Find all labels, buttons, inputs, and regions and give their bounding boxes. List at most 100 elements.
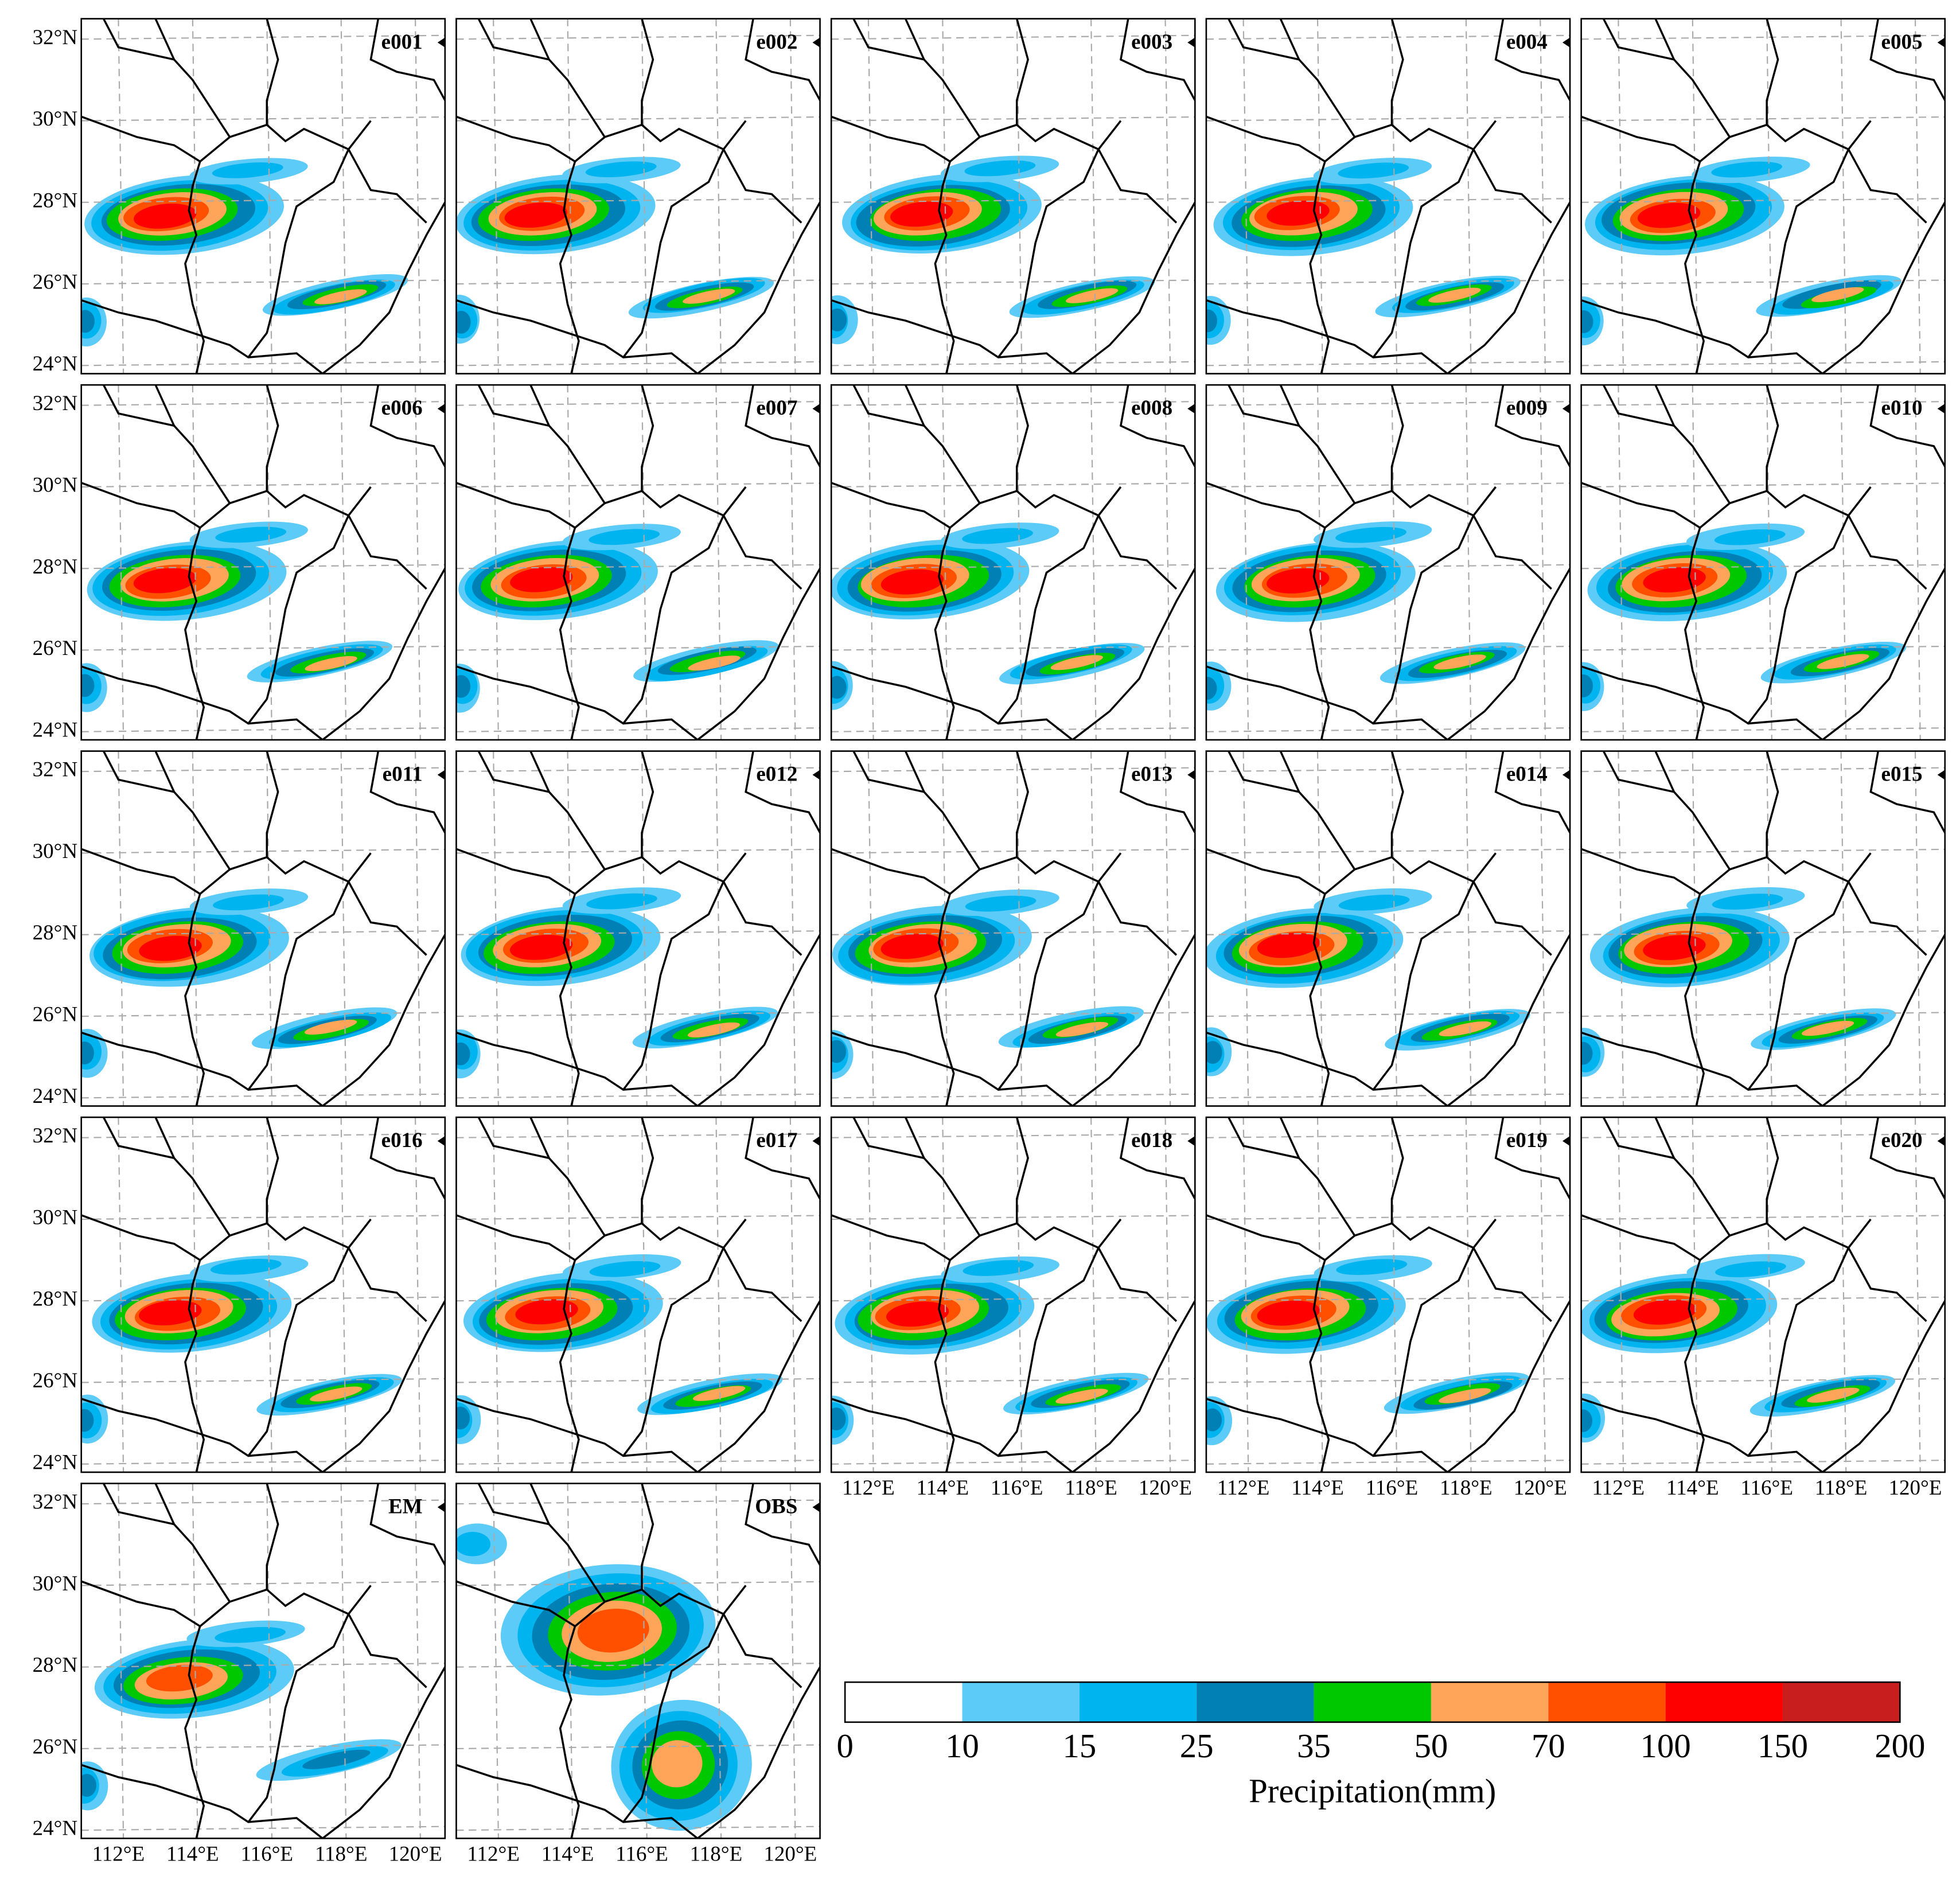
rain-area (962, 528, 1034, 544)
arrow-marker (1937, 770, 1945, 780)
x-tick-label: 114°E (541, 1842, 594, 1866)
rain-area (1439, 1021, 1491, 1037)
border (1822, 568, 1945, 740)
panel-frame (1580, 18, 1946, 375)
border (1822, 934, 1945, 1106)
border (622, 149, 724, 358)
border (641, 385, 654, 492)
grid-line (1206, 848, 1571, 854)
border (1015, 1117, 1029, 1224)
grid-line (1581, 1093, 1945, 1099)
border (831, 115, 1122, 163)
y-tick-label: 32°N (33, 1491, 78, 1514)
grid-line (81, 1296, 445, 1302)
panel-frame (455, 1483, 821, 1839)
border (722, 149, 802, 224)
border (1747, 881, 1850, 1091)
grid-line (81, 848, 445, 854)
grid-line (1206, 767, 1571, 773)
panel-label: e003 (1131, 30, 1172, 54)
border (247, 1613, 350, 1823)
border (745, 1117, 820, 1200)
border (852, 385, 925, 427)
grid-line (1090, 18, 1097, 374)
border (1472, 514, 1552, 590)
grid-line (456, 361, 820, 366)
grid-line (456, 645, 820, 651)
border (1581, 115, 1872, 163)
border (1206, 665, 1448, 740)
colorbar-segment (845, 1682, 963, 1722)
grid-line (942, 1117, 949, 1472)
border (81, 1214, 372, 1262)
border (1848, 881, 1927, 956)
grid-line (81, 645, 445, 651)
grid-line (266, 1483, 273, 1839)
map-panel (81, 751, 445, 1106)
y-tick-label: 24°N (33, 1450, 78, 1474)
border (154, 18, 231, 138)
border (852, 18, 925, 61)
border (369, 385, 445, 467)
border (641, 18, 654, 125)
grid-line (1692, 18, 1698, 374)
grid-line (414, 1483, 421, 1839)
x-tick-label: 120°E (389, 1842, 442, 1866)
border (1206, 848, 1497, 895)
border (1472, 881, 1552, 956)
grid-line (831, 930, 1195, 935)
border (477, 1117, 550, 1159)
map-panel (1581, 751, 1945, 1106)
rain-area (1807, 1387, 1860, 1403)
grid-line (1206, 198, 1571, 203)
border (1581, 1398, 1823, 1472)
grid-line (1206, 1133, 1571, 1138)
x-tick-label: 114°E (1291, 1476, 1344, 1500)
rain-area (1206, 1041, 1222, 1064)
border (1654, 18, 1731, 138)
border (852, 1117, 925, 1159)
border (997, 881, 1100, 1091)
border (81, 1580, 372, 1628)
panel-label: e004 (1506, 30, 1548, 54)
rain-area (1206, 309, 1218, 333)
rain-area (210, 1258, 282, 1275)
grid-line (1206, 116, 1571, 122)
x-tick-label: 116°E (240, 1842, 293, 1866)
grid-line (1206, 34, 1571, 40)
arrow-marker (1562, 403, 1571, 414)
rain-area (1050, 655, 1103, 670)
grid-line (118, 751, 124, 1106)
border (266, 385, 279, 492)
rain-area (1439, 1388, 1491, 1403)
grid-line (1540, 751, 1546, 1106)
rain-area (504, 202, 567, 228)
y-tick-label: 26°N (33, 1369, 78, 1392)
grid-line (456, 116, 820, 122)
border (322, 934, 445, 1106)
panel-frame (455, 750, 821, 1107)
panel-label: e001 (381, 30, 423, 54)
grid-line (81, 1581, 445, 1586)
grid-line (1581, 727, 1945, 732)
map-panel (81, 1117, 445, 1472)
grid-line (1391, 385, 1398, 740)
border (1390, 1117, 1404, 1224)
border (1581, 1214, 1872, 1262)
border (1206, 115, 1497, 163)
grid-line (1540, 1117, 1546, 1472)
grid-line (493, 385, 499, 740)
map-panel (81, 385, 445, 740)
map-panel (831, 385, 1195, 740)
grid-line (1581, 279, 1945, 285)
grid-line (1164, 18, 1171, 374)
border (622, 1247, 724, 1457)
colorbar-segment (1665, 1682, 1783, 1722)
x-tick-label: 114°E (1666, 1476, 1719, 1500)
border (1071, 1300, 1195, 1472)
grid-line (266, 18, 273, 374)
grid-line (81, 1499, 445, 1505)
grid-line (942, 18, 949, 374)
border (696, 1666, 820, 1839)
grid-line (1840, 385, 1847, 740)
